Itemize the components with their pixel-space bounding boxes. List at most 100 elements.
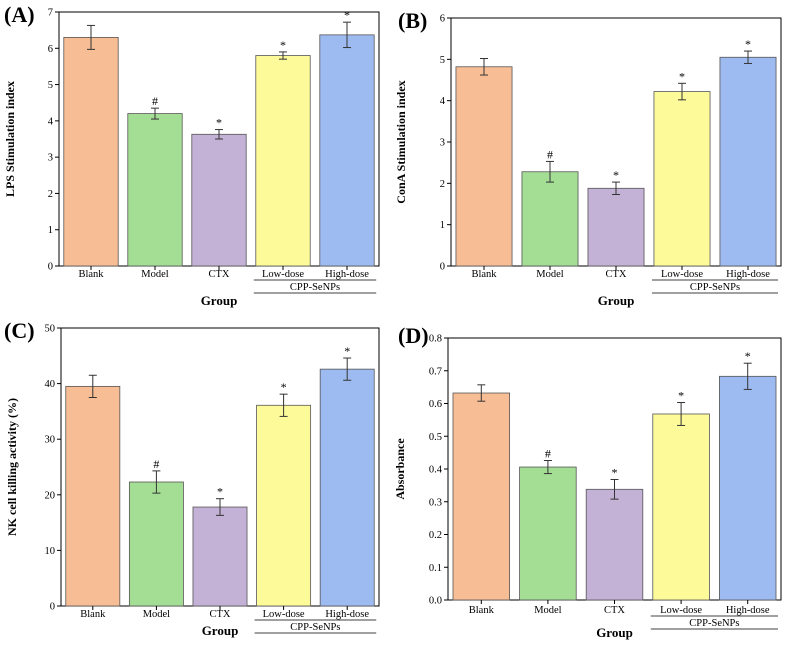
y-tick-label: 4 [48,116,54,127]
chart-panel-2: (B) 0 1 2 3 4 5 6 Blank # Model * CTX * Low-dose * High-… [394,8,782,308]
chart-panel-3: (C) 0 10 20 30 40 50 Blank # Model * CTX * Low-dose * H… [4,318,380,638]
chart-panel-1: (A) 0 1 2 3 4 5 6 7 Blank # Model * CTX * Low-dose * High… [3,2,380,308]
panel-label: (A) [4,2,35,27]
y-tick-label: 6 [440,14,445,25]
bar-low-dose [653,91,711,267]
bar-ctx [585,488,644,601]
y-tick-label: 0.8 [429,334,442,345]
x-axis-title: Group [201,293,238,308]
y-tick-label: 0.1 [429,563,442,574]
significance-marker: * [745,37,751,51]
group-label: CPP-SeNPs [290,622,340,633]
category-label: Model [141,269,168,280]
category-label: Blank [469,605,495,616]
group-label: CPP-SeNPs [689,618,739,629]
y-tick-label: 4 [440,96,446,107]
category-label: CTX [604,605,625,616]
y-tick-label: 6 [48,44,53,55]
y-tick-label: 50 [45,324,56,335]
category-label: Blank [78,269,104,280]
category-label: CTX [209,269,230,280]
significance-marker: * [745,349,751,363]
significance-marker: * [613,168,619,182]
chart-panel-4: (D) 0.0 0.1 0.2 0.3 0.4 0.5 0.6 0.7 0.8 Blank # Mode… [393,323,782,640]
bar-low-dose [256,404,312,607]
category-label: Low-dose [262,269,304,280]
bar-ctx [191,133,247,267]
significance-marker: * [344,8,350,22]
bar-ctx [192,506,248,607]
category-label: Low-dose [660,605,702,616]
y-axis-title: ConA Stimulation index [394,80,408,203]
category-label: Blank [80,609,106,620]
bar-high-dose [319,368,375,607]
y-tick-label: 10 [45,546,56,557]
y-tick-label: 2 [48,189,53,200]
panel-label: (D) [398,323,429,348]
significance-marker: * [281,380,287,394]
significance-marker: # [547,147,553,161]
y-tick-label: 0.2 [429,530,442,541]
y-axis-title: Absorbance [393,438,407,500]
category-label: High-dose [325,269,369,280]
category-label: Model [143,609,170,620]
y-tick-label: 7 [48,8,53,19]
y-tick-label: 2 [440,179,445,190]
y-tick-label: 40 [45,379,56,390]
bar-high-dose [718,375,777,601]
bar-high-dose [319,34,375,267]
x-axis-title: Group [598,293,635,308]
bar-ctx [587,187,645,267]
y-tick-label: 20 [45,490,56,501]
y-tick-label: 0.5 [429,432,442,443]
bar-blank [63,37,119,267]
x-axis-title: Group [202,623,239,638]
bar-high-dose [719,56,777,267]
significance-marker: # [545,446,551,460]
category-label: High-dose [325,609,369,620]
group-label: CPP-SeNPs [290,282,340,293]
y-tick-label: 30 [45,435,56,446]
bar-model [519,466,577,601]
category-label: High-dose [726,269,770,280]
y-tick-label: 0.3 [429,497,442,508]
category-label: CTX [606,269,627,280]
category-label: Model [534,605,561,616]
significance-marker: * [612,465,618,479]
y-tick-label: 0.0 [429,596,442,607]
significance-marker: * [216,116,222,130]
bar-low-dose [255,55,311,267]
group-label: CPP-SeNPs [690,282,740,293]
significance-marker: * [678,389,684,403]
significance-marker: * [280,38,286,52]
y-tick-label: 0 [48,262,53,273]
bar-model [521,171,579,267]
significance-marker: * [679,69,685,83]
bar-model [128,481,184,607]
y-tick-label: 0 [50,602,55,613]
bar-blank [455,66,513,267]
category-label: Low-dose [263,609,305,620]
y-tick-label: 0.7 [429,366,442,377]
significance-marker: # [152,94,158,108]
y-tick-label: 0.4 [429,465,443,476]
y-axis-title: NK cell killing activity (%) [5,398,19,536]
significance-marker: # [153,457,159,471]
bar-model [127,113,183,267]
category-label: High-dose [726,605,770,616]
category-label: CTX [210,609,231,620]
y-tick-label: 0.6 [429,399,442,410]
category-label: Blank [471,269,497,280]
bar-low-dose [652,413,710,601]
y-tick-label: 1 [440,220,445,231]
y-tick-label: 1 [48,225,53,236]
panel-label: (B) [398,8,427,33]
y-tick-label: 3 [440,138,445,149]
category-label: Low-dose [661,269,703,280]
category-label: Model [536,269,563,280]
significance-marker: * [217,485,223,499]
y-tick-label: 5 [440,55,445,66]
bar-blank [65,385,121,607]
y-tick-label: 5 [48,80,53,91]
